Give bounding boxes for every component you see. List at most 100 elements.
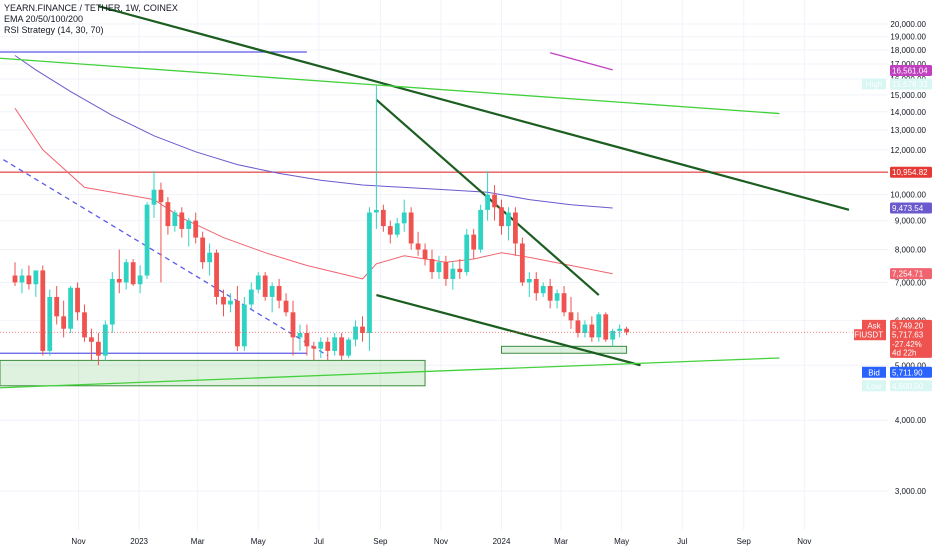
candle-body: [540, 285, 546, 294]
time-tick-label: May: [251, 537, 266, 546]
candle-body: [554, 293, 560, 301]
time-tick-label: Nov: [797, 537, 811, 546]
candle-body: [506, 212, 511, 227]
candle-body: [158, 189, 164, 203]
candle-body: [200, 237, 206, 263]
price-tag-value: 4,600.00: [892, 382, 924, 391]
candle-body: [339, 337, 345, 356]
candle-body: [408, 212, 414, 244]
price-tick-label: 19,000.00: [890, 33, 926, 42]
price-tag-value: 4d 22h: [892, 348, 916, 357]
ema-layer: [14, 55, 613, 280]
candle-body: [436, 262, 442, 273]
candle-body: [235, 300, 240, 347]
price-tick-label: 13,000.00: [890, 126, 926, 135]
price-tick-label: 3,000.00: [895, 487, 927, 496]
price-tag-box: [890, 380, 932, 392]
candle-body: [89, 337, 94, 342]
price-tick-label: 8,000.00: [895, 246, 927, 255]
candle-body: [492, 194, 497, 208]
support-zone: [501, 345, 628, 354]
candle-body: [582, 324, 588, 334]
candle-body: [179, 212, 185, 229]
ema-line: [14, 55, 613, 209]
price-tick-label: 20,000.00: [890, 20, 926, 29]
price-tag-box: [890, 346, 932, 358]
symbol-title[interactable]: YEARN.FINANCE / TETHER, 1W, COINEX: [4, 3, 178, 13]
zones-layer: [0, 345, 628, 387]
candle-body: [297, 333, 303, 338]
price-tag-label-box: [854, 329, 886, 341]
candle-body: [346, 339, 351, 356]
price-tag-label-box: [862, 319, 886, 331]
time-tick-label: Sep: [737, 537, 752, 546]
candle-body: [248, 289, 254, 305]
candle-body: [387, 226, 393, 235]
price-tag-label-box: [862, 380, 886, 392]
trendlines-layer: [0, 5, 850, 389]
candle-body: [513, 212, 518, 244]
candle-body: [624, 328, 629, 333]
candle-body: [575, 320, 581, 334]
candle-body: [422, 249, 428, 259]
candle-body: [603, 314, 609, 340]
candle-body: [40, 270, 46, 351]
candles-layer: [0, 85, 888, 366]
candle-body: [19, 275, 25, 283]
candle-body: [519, 243, 525, 283]
candle-body: [332, 337, 338, 351]
time-tick-label: Nov: [434, 537, 448, 546]
support-zone: [0, 359, 426, 387]
candle-body: [26, 275, 32, 285]
candle-body: [374, 209, 379, 213]
candle-body: [109, 278, 115, 325]
rsi-indicator-label[interactable]: RSI Strategy (14, 30, 70): [4, 25, 104, 35]
candle-body: [325, 341, 331, 351]
price-tick-label: 4,000.00: [895, 416, 927, 425]
candle-body: [457, 268, 463, 273]
price-tick-label: 17,000.00: [890, 60, 926, 69]
time-tick-label: Nov: [71, 537, 85, 546]
candle-body: [464, 234, 470, 273]
price-tick-label: 5,000.00: [895, 361, 927, 370]
candle-body: [318, 341, 324, 349]
candle-body: [102, 324, 108, 356]
price-tag-label: YFIUSDT: [849, 331, 883, 340]
price-tag-box: [890, 366, 932, 378]
candle-body: [380, 209, 386, 227]
candle-body: [269, 285, 275, 297]
trendline: [0, 156, 329, 357]
price-tag-value: 7,254.71: [892, 270, 924, 279]
candle-body: [137, 275, 143, 285]
ema-line: [14, 108, 613, 280]
candle-body: [478, 209, 484, 250]
candle-body: [533, 278, 539, 294]
candle-body: [617, 328, 623, 331]
price-tag-value: 15,678.33: [892, 80, 928, 89]
trendline: [0, 57, 780, 115]
candle-body: [165, 202, 171, 227]
candle-body: [61, 316, 67, 329]
time-tick-label: Mar: [191, 537, 205, 546]
time-tick-label: Mar: [554, 537, 568, 546]
price-tag-value: 9,473.54: [892, 204, 924, 213]
candle-body: [228, 300, 233, 305]
trendline: [549, 52, 613, 71]
candle-body: [214, 252, 219, 297]
price-tag-label-box: [862, 366, 886, 378]
ema-indicator-label[interactable]: EMA 20/50/100/200: [4, 14, 84, 24]
time-tick-label: Sep: [373, 537, 388, 546]
candle-body: [82, 312, 87, 338]
price-tags-layer: 16,561.04 High 15,678.33 10,954.82 9,473.54 7…: [849, 64, 932, 392]
candle-body: [116, 278, 122, 283]
price-tag-box: [890, 319, 932, 331]
price-tag-value: 5,749.20: [892, 321, 924, 330]
horizontal-lines-layer: [0, 51, 888, 354]
price-tag-value: 16,561.04: [892, 66, 928, 75]
candle-body: [450, 268, 456, 279]
candle-body: [123, 262, 129, 283]
candle-body: [429, 258, 435, 273]
time-tick-label: Jul: [314, 537, 324, 546]
